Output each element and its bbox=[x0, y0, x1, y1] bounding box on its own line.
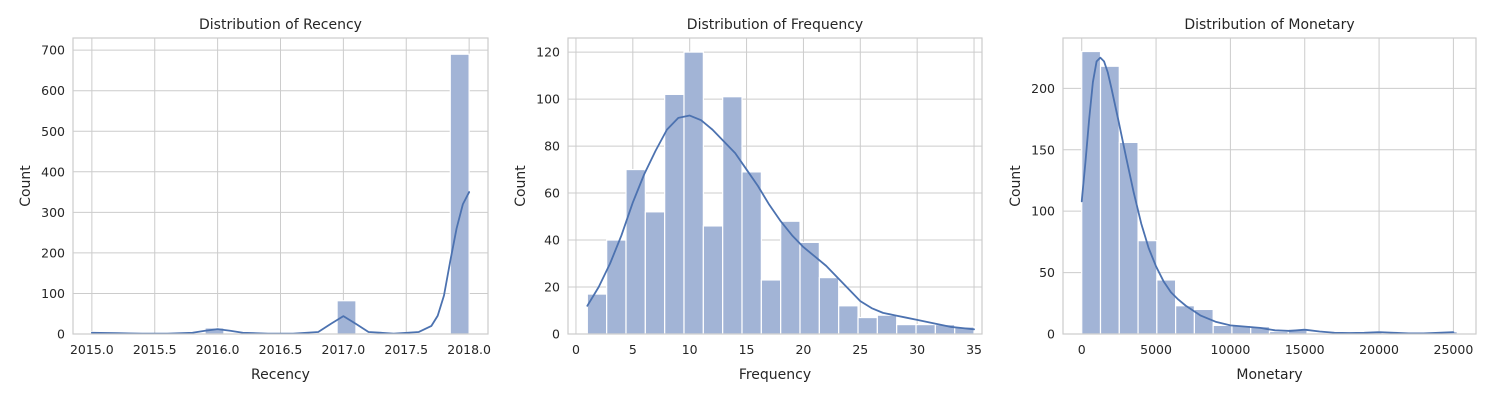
recency-y-tick-label: 200 bbox=[41, 245, 65, 260]
monetary-y-tick-label: 50 bbox=[1039, 265, 1055, 280]
recency-kde-line bbox=[90, 191, 471, 335]
frequency-x-tick-label: 30 bbox=[909, 342, 925, 357]
monetary-y-tick-label: 150 bbox=[1031, 142, 1055, 157]
recency-y-tick-label: 300 bbox=[41, 205, 65, 220]
monetary-x-tick-label: 10000 bbox=[1211, 342, 1251, 357]
recency-histogram-bar bbox=[449, 53, 470, 335]
monetary-histogram-panel: 0 5000 10000 15000 20000 25000 0 50 100 150 200 Dis… bbox=[1008, 17, 1477, 383]
frequency-y-axis-label: Count bbox=[513, 165, 529, 207]
recency-y-tick-label: 500 bbox=[41, 124, 65, 139]
monetary-y-tick-label: 0 bbox=[1047, 327, 1055, 342]
monetary-y-tick-label: 200 bbox=[1031, 81, 1055, 96]
frequency-histogram-bar bbox=[818, 277, 840, 335]
frequency-histogram-bar bbox=[702, 225, 724, 335]
frequency-histogram-bar bbox=[722, 96, 743, 335]
monetary-x-tick-label: 20000 bbox=[1359, 342, 1399, 357]
recency-histogram-panel: 2015.0 2015.5 2016.0 2016.5 2017.0 2017.5 2018… bbox=[18, 17, 491, 383]
frequency-chart-title: Distribution of Frequency bbox=[687, 17, 863, 33]
frequency-histogram-panel: 0 5 10 15 20 25 30 35 0 20 40 60 80 100 120 Distributio… bbox=[513, 17, 983, 383]
frequency-x-tick-label: 35 bbox=[966, 342, 982, 357]
frequency-y-tick-label: 80 bbox=[544, 139, 560, 154]
monetary-x-tick-label: 0 bbox=[1078, 342, 1086, 357]
recency-y-tick-label: 100 bbox=[41, 286, 65, 301]
monetary-histogram-bar bbox=[1137, 240, 1158, 335]
frequency-histogram-bar bbox=[683, 51, 704, 335]
frequency-histogram-bar bbox=[838, 305, 859, 335]
monetary-x-tick-label: 5000 bbox=[1140, 342, 1172, 357]
recency-y-tick-label: 400 bbox=[41, 164, 65, 179]
frequency-histogram-bar bbox=[896, 324, 917, 335]
frequency-histogram-bar bbox=[606, 239, 627, 335]
frequency-histogram-bar bbox=[799, 241, 820, 335]
frequency-x-tick-label: 15 bbox=[739, 342, 755, 357]
frequency-histogram-bar bbox=[741, 171, 762, 335]
monetary-x-tick-label: 15000 bbox=[1285, 342, 1325, 357]
frequency-y-tick-label: 0 bbox=[552, 327, 560, 342]
frequency-x-tick-label: 20 bbox=[795, 342, 811, 357]
frequency-x-tick-label: 0 bbox=[572, 342, 580, 357]
frequency-axes-frame bbox=[567, 37, 983, 335]
recency-chart-title: Distribution of Recency bbox=[199, 17, 362, 33]
frequency-histogram-bar bbox=[760, 279, 782, 335]
frequency-x-tick-label: 10 bbox=[682, 342, 698, 357]
frequency-y-tick-label: 20 bbox=[544, 280, 560, 295]
recency-x-tick-label: 2015.0 bbox=[70, 342, 114, 357]
frequency-kde-line bbox=[586, 114, 975, 331]
monetary-histogram-bar bbox=[1156, 279, 1177, 335]
recency-y-tick-label: 600 bbox=[41, 83, 65, 98]
monetary-chart-title: Distribution of Monetary bbox=[1184, 17, 1354, 33]
recency-x-tick-label: 2017.0 bbox=[322, 342, 366, 357]
frequency-y-tick-label: 120 bbox=[536, 45, 560, 60]
recency-y-tick-label: 0 bbox=[57, 327, 65, 342]
recency-axes-frame bbox=[72, 37, 489, 335]
frequency-y-tick-label: 60 bbox=[544, 186, 560, 201]
frequency-histogram-bar bbox=[857, 316, 878, 335]
frequency-x-tick-label: 25 bbox=[852, 342, 868, 357]
monetary-kde-line bbox=[1080, 56, 1455, 335]
frequency-x-tick-label: 5 bbox=[629, 342, 637, 357]
frequency-histogram-bar bbox=[876, 314, 898, 335]
frequency-y-tick-label: 40 bbox=[544, 233, 560, 248]
frequency-x-axis-label: Frequency bbox=[739, 367, 811, 383]
recency-x-tick-label: 2016.0 bbox=[196, 342, 240, 357]
recency-x-axis-label: Recency bbox=[251, 367, 310, 383]
monetary-x-tick-label: 25000 bbox=[1434, 342, 1474, 357]
recency-x-tick-label: 2015.5 bbox=[133, 342, 177, 357]
recency-y-axis-label: Count bbox=[18, 165, 34, 207]
recency-x-tick-label: 2017.5 bbox=[384, 342, 428, 357]
monetary-histogram-bar bbox=[1212, 324, 1233, 335]
monetary-y-tick-label: 100 bbox=[1031, 204, 1055, 219]
frequency-histogram-bar bbox=[780, 220, 801, 335]
monetary-axes-frame bbox=[1062, 37, 1477, 335]
monetary-x-axis-label: Monetary bbox=[1236, 367, 1302, 383]
recency-x-tick-label: 2018.0 bbox=[447, 342, 491, 357]
frequency-y-tick-label: 100 bbox=[536, 92, 560, 107]
recency-y-tick-label: 700 bbox=[41, 43, 65, 58]
recency-x-tick-label: 2016.5 bbox=[259, 342, 303, 357]
frequency-histogram-bar bbox=[644, 211, 666, 335]
monetary-histogram-bar bbox=[1099, 65, 1120, 335]
frequency-histogram-bar bbox=[915, 324, 936, 335]
monetary-y-axis-label: Count bbox=[1008, 165, 1024, 207]
